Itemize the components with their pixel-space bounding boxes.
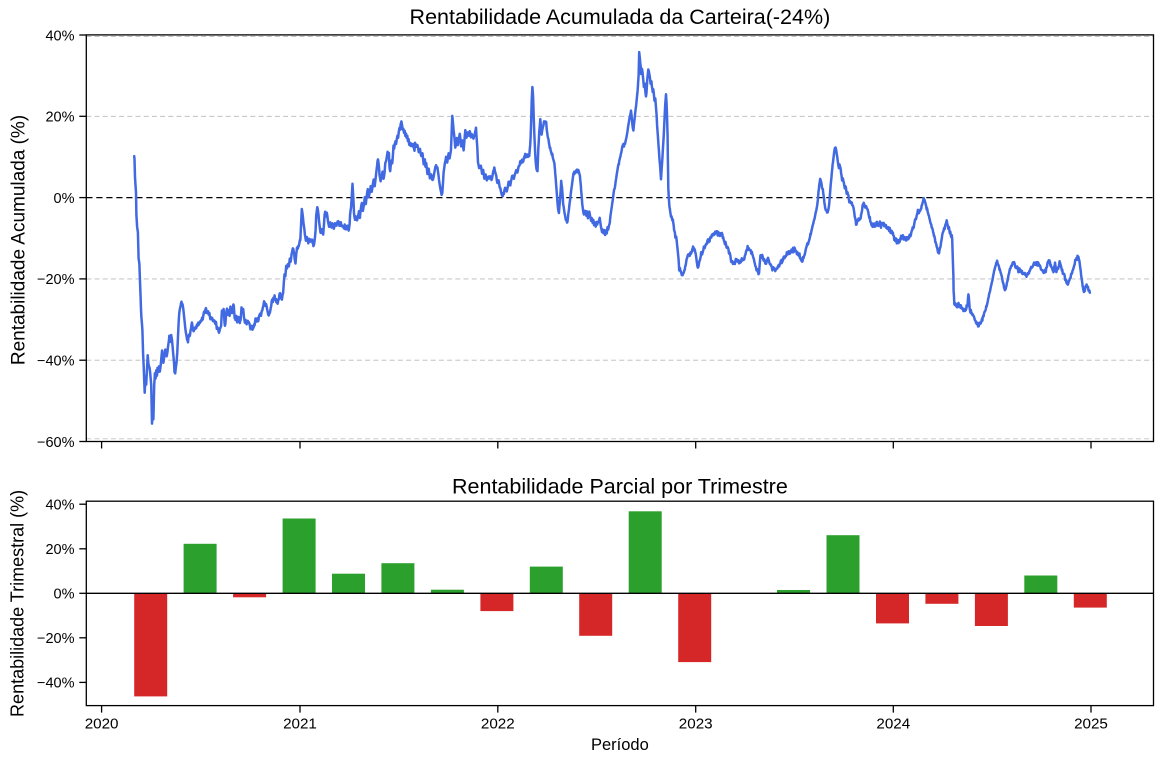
svg-text:2025: 2025 [1074, 716, 1108, 733]
svg-text:20%: 20% [45, 110, 74, 126]
svg-text:Rentabilidade Trimestral (%): Rentabilidade Trimestral (%) [8, 490, 28, 717]
svg-text:2021: 2021 [283, 716, 317, 733]
svg-text:2022: 2022 [481, 716, 515, 733]
svg-text:−40%: −40% [37, 676, 75, 692]
svg-text:0%: 0% [54, 191, 75, 207]
svg-text:20%: 20% [45, 542, 74, 558]
svg-text:Rentabilidade Acumulada (%): Rentabilidade Acumulada (%) [9, 115, 30, 365]
svg-text:Período: Período [591, 736, 649, 754]
svg-text:2020: 2020 [85, 716, 119, 733]
svg-text:Rentabilidade Acumulada da Car: Rentabilidade Acumulada da Carteira(-24%… [410, 5, 831, 29]
svg-text:40%: 40% [45, 498, 74, 514]
svg-text:−40%: −40% [37, 354, 75, 370]
svg-text:Rentabilidade Parcial por Trim: Rentabilidade Parcial por Trimestre [452, 475, 788, 499]
svg-text:−20%: −20% [37, 272, 75, 288]
svg-text:0%: 0% [54, 587, 75, 603]
svg-text:2024: 2024 [876, 716, 910, 733]
svg-text:2023: 2023 [679, 716, 713, 733]
svg-text:−60%: −60% [37, 435, 75, 451]
svg-text:−20%: −20% [37, 631, 75, 647]
svg-text:40%: 40% [45, 28, 74, 44]
